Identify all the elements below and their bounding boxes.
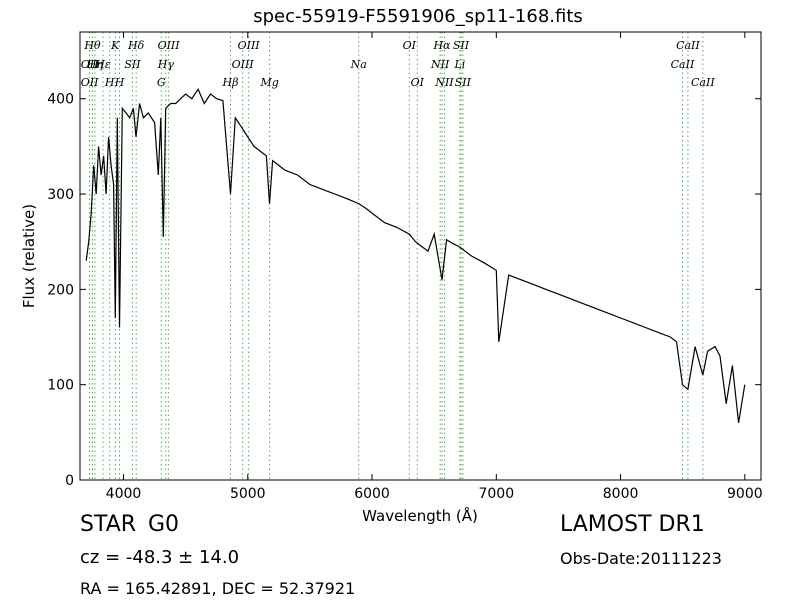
line-label-10: G bbox=[157, 76, 166, 89]
line-label-3: Hη bbox=[86, 58, 104, 71]
line-label-6: K bbox=[110, 39, 120, 52]
redshift-cz: cz = -48.3 ± 14.0 bbox=[80, 547, 240, 568]
line-label-7: H bbox=[114, 76, 125, 89]
line-label-15: OIII bbox=[238, 39, 261, 52]
line-label-13: Hβ bbox=[222, 76, 239, 89]
line-label-22: NII bbox=[434, 76, 454, 89]
line-label-8: SII bbox=[124, 58, 141, 71]
line-label-11: Hγ bbox=[157, 58, 175, 71]
emission-line-markers bbox=[89, 32, 704, 480]
line-label-4: Hε bbox=[94, 58, 111, 71]
x-tick-label-3: 7000 bbox=[478, 486, 514, 502]
observation-date: Obs-Date:20111223 bbox=[560, 549, 722, 568]
line-label-14: OIII bbox=[232, 58, 255, 71]
line-label-21: Hα bbox=[432, 39, 451, 52]
x-tick-label-5: 9000 bbox=[727, 486, 763, 502]
x-axis-ticks: 4000 5000 6000 7000 8000 9000 bbox=[106, 32, 763, 502]
line-label-2: Hθ bbox=[83, 39, 101, 52]
emission-line-labels: OIIOIIHθHηHεHKHSIIHδGHγOIIIHβOIIIOIIIMgN… bbox=[81, 39, 716, 89]
line-label-24: Li bbox=[453, 58, 465, 71]
y-tick-label-4: 400 bbox=[47, 92, 74, 108]
object-subclass: G0 bbox=[148, 512, 180, 537]
y-tick-label-1: 100 bbox=[47, 378, 74, 394]
line-label-27: CaII bbox=[676, 39, 700, 52]
line-label-18: OI bbox=[403, 39, 417, 52]
line-label-1: OII bbox=[81, 76, 99, 89]
y-axis-label: Flux (relative) bbox=[20, 204, 38, 308]
line-label-9: Hδ bbox=[127, 39, 145, 52]
survey-name: LAMOST DR1 bbox=[560, 512, 705, 537]
line-label-28: CaII bbox=[691, 76, 715, 89]
y-axis-ticks: 0 100 200 300 400 bbox=[47, 92, 761, 489]
x-axis-label: Wavelength (Å) bbox=[362, 506, 478, 525]
y-tick-label-2: 200 bbox=[47, 282, 74, 298]
x-tick-label-2: 6000 bbox=[354, 486, 390, 502]
chart-title: spec-55919-F5591906_sp11-168.fits bbox=[253, 6, 583, 27]
line-label-23: SII bbox=[453, 39, 470, 52]
line-label-12: OIII bbox=[158, 39, 181, 52]
x-tick-label-1: 5000 bbox=[230, 486, 266, 502]
x-tick-label-0: 4000 bbox=[106, 486, 142, 502]
line-label-26: CaII bbox=[671, 58, 695, 71]
line-label-25: SII bbox=[455, 76, 472, 89]
line-label-5: H bbox=[104, 76, 115, 89]
x-tick-label-4: 8000 bbox=[603, 486, 639, 502]
line-label-16: Mg bbox=[259, 76, 278, 89]
spectrum-line bbox=[85, 87, 746, 423]
plot-frame bbox=[79, 31, 762, 481]
object-class: STAR bbox=[80, 512, 137, 537]
y-tick-label-3: 300 bbox=[47, 187, 74, 203]
line-label-17: Na bbox=[350, 58, 367, 71]
line-label-0: OII bbox=[81, 58, 99, 71]
line-label-20: NII bbox=[430, 58, 450, 71]
ra-dec-coordinates: RA = 165.42891, DEC = 52.37921 bbox=[80, 579, 356, 598]
y-tick-label-0: 0 bbox=[65, 473, 74, 489]
line-label-19: OI bbox=[411, 76, 425, 89]
